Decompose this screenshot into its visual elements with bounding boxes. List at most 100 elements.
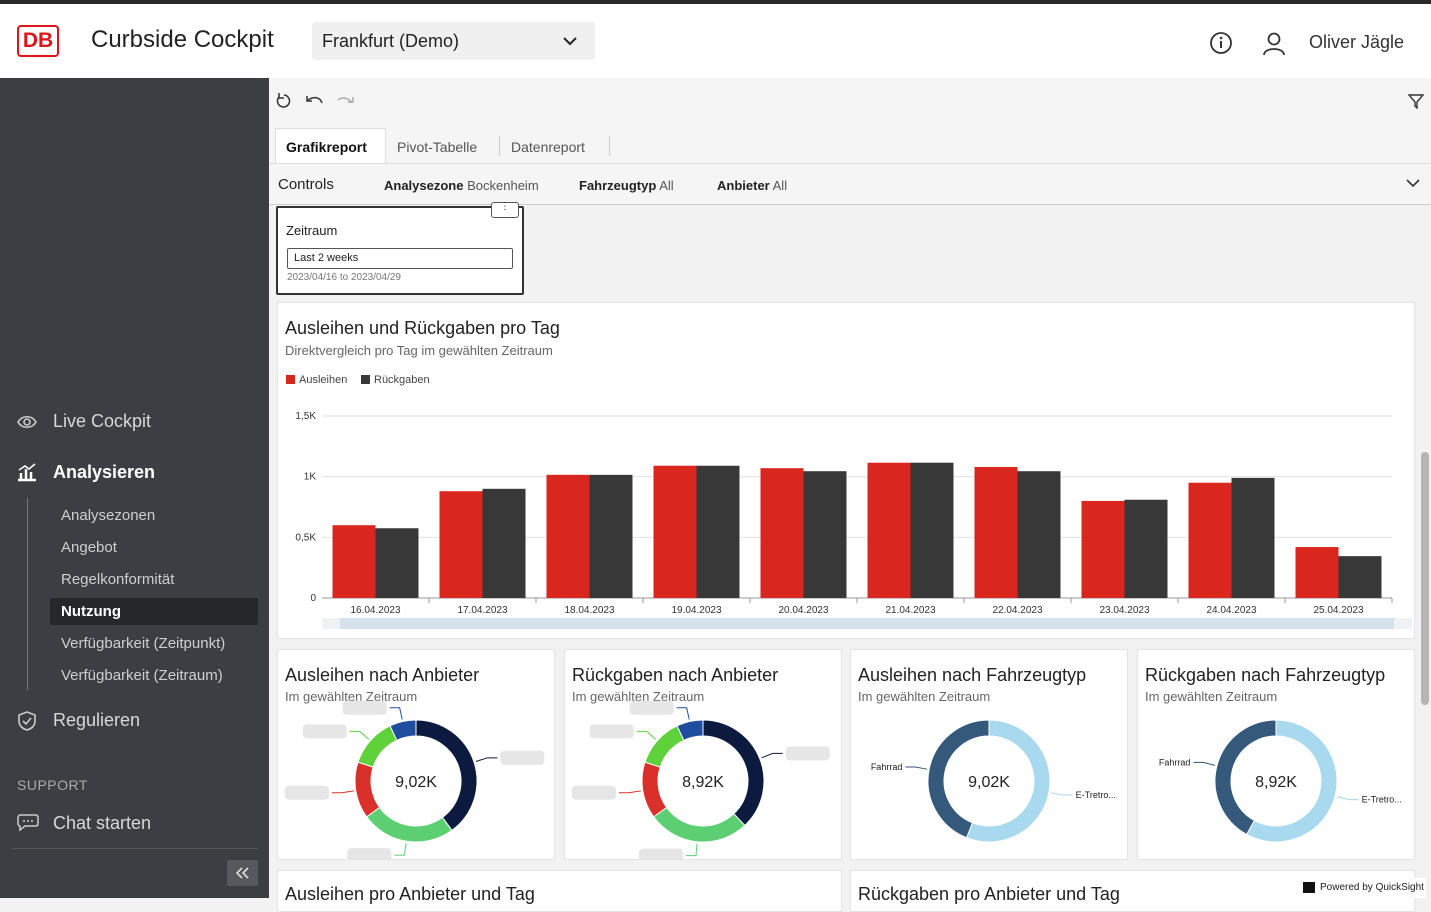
sub-nav-item[interactable]: Verfügbarkeit (Zeitraum) xyxy=(61,667,223,684)
user-name[interactable]: Oliver Jägle xyxy=(1309,32,1405,52)
footer-badge: Powered by QuickSight xyxy=(1296,878,1426,898)
legend-label: Ausleihen xyxy=(299,374,347,386)
date-filter-range: 2023/04/16 to 2023/04/29 xyxy=(287,272,401,283)
blurred-label xyxy=(347,848,392,859)
collapse-button[interactable] xyxy=(227,860,258,886)
chart-card: Ausleihen pro Anbieter und Tag xyxy=(277,870,842,912)
sub-nav-item[interactable]: Verfügbarkeit (Zeitpunkt) xyxy=(61,635,226,652)
blurred-label xyxy=(638,848,683,859)
x-tick-label: 18.04.2023 xyxy=(564,605,614,616)
tab-separator xyxy=(499,136,500,156)
history-icons[interactable] xyxy=(276,92,366,110)
tab[interactable]: Datenreport xyxy=(511,139,585,155)
chart-card: Ausleihen nach Fahrzeugtyp Im gewählten Z… xyxy=(850,649,1128,860)
slice-label: E-Tretro... xyxy=(1076,790,1116,800)
bar xyxy=(974,466,1018,598)
filter-value: All xyxy=(659,178,674,193)
logo[interactable]: DB xyxy=(17,25,59,57)
tab-active[interactable]: Grafikreport xyxy=(286,139,367,155)
filter-value: All xyxy=(772,178,788,193)
controls-title: Controls xyxy=(278,176,334,193)
chart-title: Ausleihen und Rückgaben pro Tag xyxy=(285,318,560,338)
leader-line xyxy=(1050,792,1073,796)
legend-swatch xyxy=(361,375,370,384)
leader-line xyxy=(394,843,407,856)
city-select[interactable]: Frankfurt (Demo) xyxy=(312,22,595,60)
tab[interactable]: Pivot-Tabelle xyxy=(397,139,478,155)
bar xyxy=(439,491,483,598)
chart-subtitle: Im gewählten Zeitraum xyxy=(572,689,705,704)
leader-line xyxy=(349,730,370,740)
blurred-label xyxy=(589,724,634,739)
filter-chip[interactable]: Fahrzeugtyp All xyxy=(579,178,674,193)
y-tick-label: 0,5K xyxy=(295,532,316,543)
sub-nav-item[interactable]: Analysezonen xyxy=(61,507,156,524)
donut-segment xyxy=(357,725,398,768)
filter-chip[interactable]: Anbieter All xyxy=(717,178,787,193)
nav-item[interactable]: Live Cockpit xyxy=(53,411,152,431)
slice-label: Fahrrad xyxy=(1159,757,1191,767)
x-tick-label: 20.04.2023 xyxy=(778,605,828,616)
donut-segment xyxy=(389,719,417,741)
active-tab-bg xyxy=(275,128,386,165)
collapse-icon xyxy=(235,867,249,879)
quicksight-icon xyxy=(1303,882,1315,893)
scroll-range xyxy=(340,618,1394,629)
sidebar: Live Cockpit Analysieren Analysezonen An… xyxy=(0,78,269,898)
leader-line xyxy=(475,757,498,763)
menu-button[interactable]: ⋮ xyxy=(491,202,519,218)
x-tick-label: 25.04.2023 xyxy=(1313,605,1363,616)
leader-line xyxy=(1336,796,1359,801)
y-tick-label: 1K xyxy=(304,472,317,483)
leader-line xyxy=(1193,761,1216,766)
filter-chip[interactable]: Analysezone Bockenheim xyxy=(384,178,539,193)
center-label: 9,02K xyxy=(395,774,437,791)
chart-icon xyxy=(18,463,36,482)
sub-nav-item[interactable]: Angebot xyxy=(61,539,117,556)
x-tick-label: 16.04.2023 xyxy=(350,605,400,616)
center-label: 8,92K xyxy=(682,774,724,791)
donut-segment xyxy=(354,761,381,818)
leader-line xyxy=(685,843,698,857)
filter-name: Fahrzeugtyp xyxy=(579,178,657,193)
date-filter-card: ⋮ Zeitraum Last 2 weeks 2023/04/16 to 20… xyxy=(276,202,524,295)
donut-segment xyxy=(652,806,746,843)
scrollbar-thumb[interactable] xyxy=(1421,452,1429,705)
blurred-label xyxy=(629,700,674,715)
date-filter-value: Last 2 weeks xyxy=(294,252,359,264)
divider xyxy=(12,848,257,849)
bar xyxy=(482,488,526,598)
bar xyxy=(867,462,911,598)
nav-item[interactable]: Regulieren xyxy=(53,710,141,730)
dropdown-icon xyxy=(563,37,577,46)
sub-nav-item-active[interactable]: Nutzung xyxy=(61,603,121,620)
user-icon[interactable] xyxy=(1262,31,1286,57)
expand-icon[interactable] xyxy=(1405,177,1421,189)
bar xyxy=(1338,556,1382,598)
chart-title: Ausleihen pro Anbieter und Tag xyxy=(285,884,535,904)
sub-nav-item[interactable]: Regelkonformität xyxy=(61,571,175,588)
leader-line xyxy=(905,766,928,770)
donut-segment xyxy=(676,719,704,741)
nav-item-active[interactable]: Analysieren xyxy=(53,462,156,482)
bar xyxy=(1231,477,1275,598)
leader-line xyxy=(618,790,641,794)
slice-label: Fahrrad xyxy=(871,762,903,772)
leader-line xyxy=(636,730,657,740)
filter-value: Bockenheim xyxy=(467,178,539,193)
filter-icon[interactable] xyxy=(1408,93,1424,109)
leader-line xyxy=(761,752,783,759)
info-icon[interactable] xyxy=(1209,31,1233,55)
blurred-label xyxy=(302,724,347,739)
chart-title: Rückgaben pro Anbieter und Tag xyxy=(858,884,1120,904)
bar xyxy=(760,468,804,598)
date-filter-input[interactable]: Last 2 weeks xyxy=(287,248,513,269)
x-tick-label: 24.04.2023 xyxy=(1206,605,1256,616)
chart-subtitle: Direktvergleich pro Tag im gewählten Zei… xyxy=(285,343,553,358)
nav-item[interactable]: Chat starten xyxy=(53,813,152,833)
x-tick-label: 23.04.2023 xyxy=(1099,605,1149,616)
date-filter-title: Zeitraum xyxy=(286,223,338,238)
bar xyxy=(1188,482,1232,598)
section-label: SUPPORT xyxy=(17,777,88,793)
